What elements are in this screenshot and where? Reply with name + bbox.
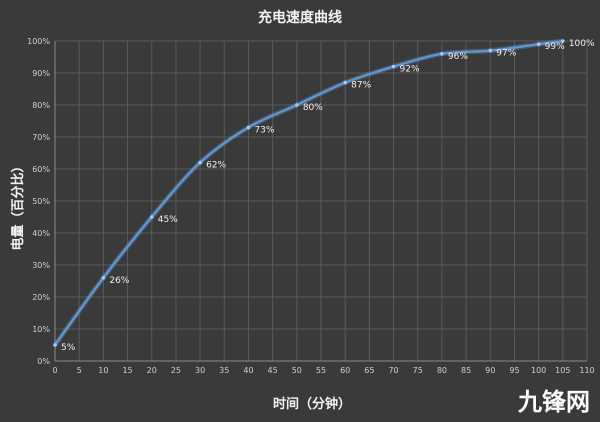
x-tick-label: 95	[509, 366, 519, 375]
data-label: 97%	[496, 49, 516, 59]
series-line	[54, 39, 563, 346]
data-point	[198, 160, 202, 165]
x-tick-label: 30	[195, 366, 205, 375]
data-label: 45%	[158, 215, 178, 225]
data-label: 96%	[448, 52, 468, 62]
data-label: 62%	[206, 161, 226, 171]
data-label: 87%	[351, 81, 371, 91]
data-label: 80%	[303, 103, 323, 113]
y-tick-label: 10%	[32, 325, 50, 334]
data-point	[561, 39, 565, 43]
data-point	[343, 80, 347, 85]
data-point	[488, 48, 493, 53]
tick-labels: 0 5 10 15 20 25 30 35 40 45 50 55 60 65 70 75 80 85 90 95 10…	[27, 37, 595, 375]
x-tick-label: 65	[364, 366, 374, 375]
y-axis-label: 电量（百分比）	[10, 159, 26, 250]
data-point	[295, 103, 299, 107]
y-tick-label: 50%	[32, 197, 50, 206]
x-tick-label: 55	[316, 366, 326, 375]
y-tick-label: 100%	[27, 37, 50, 46]
y-tick-label: 30%	[32, 261, 50, 270]
y-tick-label: 90%	[32, 69, 50, 78]
data-point	[391, 64, 396, 69]
data-label: 92%	[400, 65, 420, 75]
x-tick-label: 100	[531, 366, 546, 375]
data-point	[440, 52, 444, 56]
y-tick-label: 0%	[37, 357, 50, 366]
watermark-logo: 九锋网	[517, 388, 590, 416]
x-tick-label: 110	[579, 366, 594, 375]
data-point	[536, 42, 541, 46]
x-tick-label: 70	[388, 366, 398, 375]
data-label: 99%	[545, 42, 565, 52]
x-tick-label: 20	[147, 366, 157, 375]
x-tick-label: 15	[122, 366, 132, 375]
chart-title: 充电速度曲线	[258, 9, 342, 26]
series-layer	[52, 38, 565, 347]
data-label: 5%	[61, 343, 76, 353]
x-tick-label: 105	[555, 366, 570, 375]
x-axis-label: 时间（分钟）	[273, 396, 351, 412]
data-point	[53, 343, 57, 347]
x-tick-label: 90	[485, 366, 495, 375]
y-tick-label: 70%	[32, 133, 50, 142]
data-point	[246, 125, 251, 130]
grid-lines	[54, 40, 588, 362]
x-tick-label: 25	[171, 366, 181, 375]
data-point	[101, 276, 106, 280]
x-tick-label: 50	[292, 366, 302, 375]
x-tick-label: 80	[437, 366, 447, 375]
axes	[54, 41, 587, 362]
data-label: 100%	[569, 39, 595, 49]
x-tick-label: 75	[413, 366, 423, 375]
y-tick-label: 60%	[32, 165, 50, 174]
x-tick-label: 5	[77, 366, 82, 375]
data-labels: 5% 26% 45% 62% 73% 80% 87% 92% 96% 97% 99% 100%	[61, 39, 595, 353]
y-tick-label: 40%	[32, 229, 50, 238]
y-tick-label: 80%	[32, 101, 50, 110]
data-label: 73%	[254, 125, 274, 135]
data-point	[149, 215, 154, 219]
x-tick-label: 45	[268, 366, 278, 375]
x-tick-label: 0	[52, 366, 57, 375]
x-tick-label: 35	[219, 366, 229, 375]
data-label: 26%	[109, 276, 129, 286]
x-tick-label: 85	[461, 366, 471, 375]
x-tick-label: 10	[98, 366, 108, 375]
series-glow	[52, 38, 564, 347]
x-tick-label: 60	[340, 366, 350, 375]
y-tick-label: 20%	[32, 293, 50, 302]
x-tick-label: 40	[243, 366, 253, 375]
